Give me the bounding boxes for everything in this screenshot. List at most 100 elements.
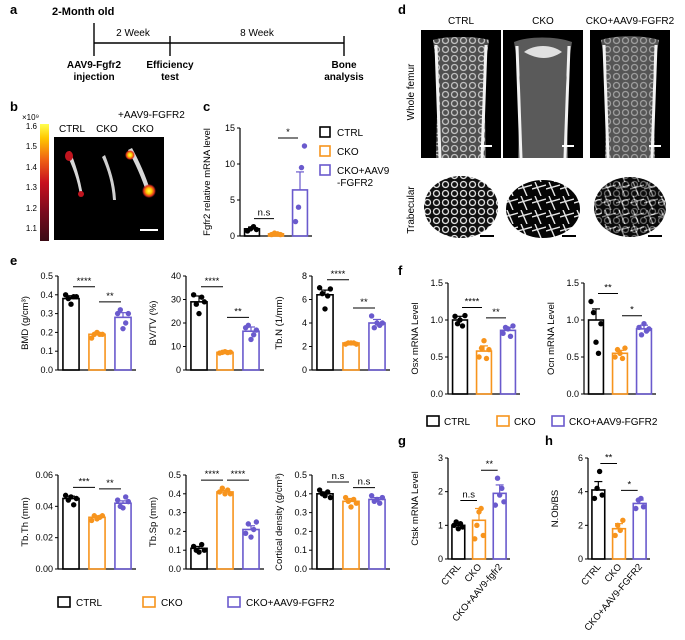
y-tick-label: 1 [438,520,443,530]
data-point [594,485,600,491]
panel-letter-g: g [398,433,406,448]
microct-col-label: CKO [532,16,554,27]
significance-label: ** [360,297,368,308]
data-point [68,494,74,500]
significance-label: * [627,479,631,490]
data-point [242,530,249,536]
data-point [198,541,205,548]
y-tick-label: 0.2 [40,327,53,337]
y-tick-label: 0.0 [40,365,53,375]
data-point [298,164,305,171]
y-axis-label: Tb.N (1/mm) [274,296,285,349]
microct-femur-ctrl [421,30,501,159]
data-point [599,492,605,498]
data-point [295,204,302,210]
data-point [636,324,642,331]
data-point [253,519,260,525]
data-point [596,468,603,475]
chart-e5: 0.0 0.1 0.2 0.3 0.4 0.5 Tb.Sp (mm) **** **** [148,469,264,574]
bar [632,502,647,560]
significance-label: n.s [462,490,475,501]
panel-letter-c: c [203,99,210,114]
panel-f-legend: CTRL CKO CKO+AAV9-FGFR2 [426,415,658,428]
data-point [193,301,200,307]
panel-letter-f: f [398,263,403,278]
data-point [455,526,462,532]
y-tick-label: 0.4 [294,489,307,499]
data-point [88,335,95,341]
y-tick-label: 0.1 [168,545,181,555]
colorbar-tick: 1.4 [26,163,38,172]
data-point [114,497,121,503]
timeline-event-2-line2: test [161,72,179,83]
data-point [619,355,626,362]
data-point [379,320,386,326]
y-tick-label: 0.4 [40,290,53,300]
data-point [496,492,503,498]
imaging-label-cko-aav: CKO [132,124,154,135]
y-tick-label: 0.5 [430,352,443,362]
data-point [615,522,621,529]
bar [451,319,469,395]
data-point [120,505,126,511]
bone-image-ctrl [66,151,83,196]
data-point [472,536,478,542]
legend-label-ctrl: CTRL [444,417,471,428]
y-tick-label: 4 [302,318,307,328]
data-point [227,349,234,355]
data-point [638,332,645,338]
microct-row-label: Trabecular [406,186,417,234]
y-tick-label: 0.5 [40,271,53,281]
data-point [324,293,331,299]
data-point [376,500,383,506]
y-tick-label: 0 [578,554,583,564]
y-tick-label: 0 [302,365,307,375]
y-tick-label: 10 [171,342,181,352]
data-point [250,526,257,533]
data-point [368,492,375,499]
data-point [327,494,334,501]
y-axis-label: Tb.Sp (mm) [148,497,159,547]
data-point [253,327,260,333]
colorbar-tick: 1.2 [26,204,38,213]
y-tick-label: 0.06 [35,470,53,480]
legend-label-aav: CKO+AAV9-FGFR2 [246,598,335,609]
significance-label: * [286,127,290,138]
timeline-event-3-line2: analysis [324,72,364,83]
data-point [641,321,647,327]
data-point [114,310,121,317]
colorbar-tick: 1.3 [26,183,38,192]
data-point [481,338,487,344]
legend-swatch-ctrl [426,415,440,427]
y-axis-label: Cortical density (g/cm³) [274,473,285,571]
data-point [196,310,202,317]
significance-label: n.s [258,208,271,219]
data-point [492,502,499,508]
data-point [73,495,80,502]
data-point [622,345,628,351]
data-point [99,331,106,337]
data-point [633,505,639,512]
data-point [501,499,507,505]
data-point [593,339,599,345]
data-point [342,494,349,501]
bar [499,329,517,395]
y-tick-label: 0.2 [294,526,307,536]
data-point [224,487,231,493]
y-tick-label: 40 [171,271,181,281]
y-tick-label: 20 [171,318,181,328]
y-tick-label: 2 [302,342,307,352]
legend-label-ctrl: CTRL [76,598,103,609]
y-tick-label: 0.3 [294,508,307,518]
y-tick-label: 0 [176,365,181,375]
y-tick-label: 3 [438,453,443,463]
data-point [201,547,208,553]
data-point [327,286,334,292]
x-tick-label: CTRL [439,562,463,588]
data-point [462,312,468,319]
data-point [253,226,260,233]
y-tick-label: 0.5 [294,470,307,480]
